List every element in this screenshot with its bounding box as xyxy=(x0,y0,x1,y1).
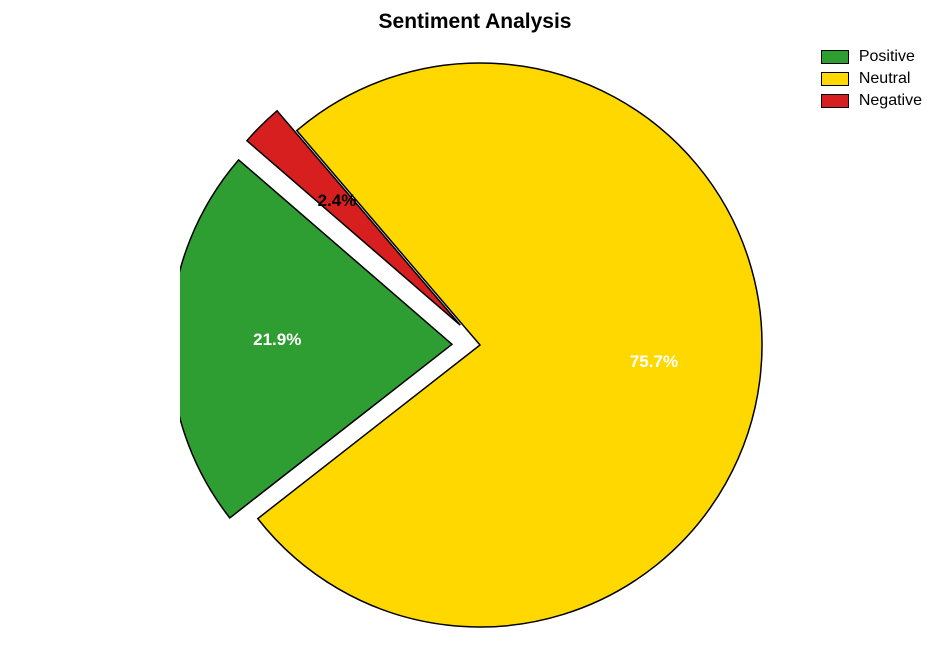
slice-label-positive: 21.9% xyxy=(253,330,301,350)
legend-label: Neutral xyxy=(859,70,911,88)
slice-label-negative: 2.4% xyxy=(318,191,357,211)
legend-item-neutral: Neutral xyxy=(821,70,922,88)
legend: Positive Neutral Negative xyxy=(821,48,922,110)
pie-chart: Sentiment Analysis Positive Neutral Negati… xyxy=(0,0,950,662)
legend-label: Negative xyxy=(859,92,922,110)
pie-svg xyxy=(180,60,780,640)
slice-label-neutral: 75.7% xyxy=(630,352,678,372)
legend-label: Positive xyxy=(859,48,915,66)
legend-item-positive: Positive xyxy=(821,48,922,66)
legend-item-negative: Negative xyxy=(821,92,922,110)
legend-swatch xyxy=(821,94,849,108)
chart-title: Sentiment Analysis xyxy=(0,10,950,34)
legend-swatch xyxy=(821,50,849,64)
legend-swatch xyxy=(821,72,849,86)
